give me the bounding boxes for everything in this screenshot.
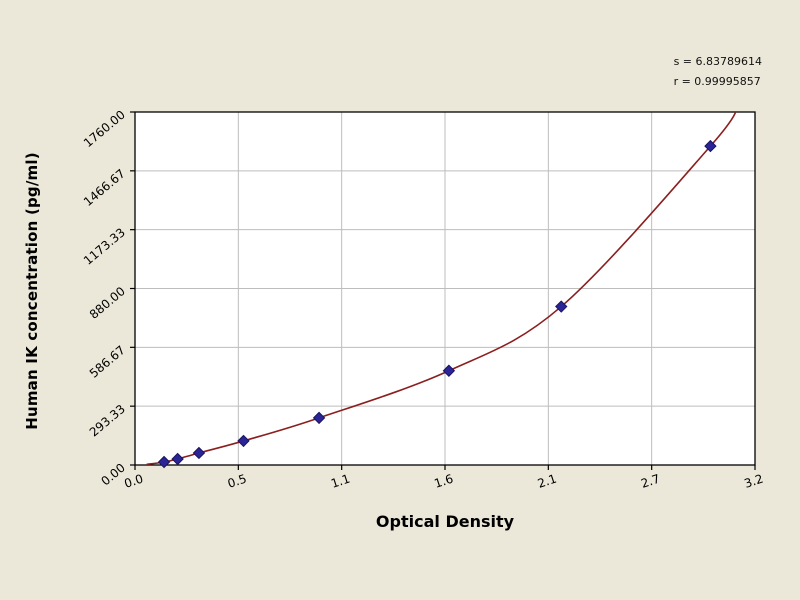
- data-point-marker: [555, 300, 568, 313]
- x-axis-title: Optical Density: [375, 512, 515, 531]
- fit-stat-r: r = 0.99995857: [673, 75, 761, 88]
- data-point-marker: [237, 434, 250, 448]
- x-tick-label: 0.5: [226, 472, 248, 491]
- data-point-marker: [704, 139, 717, 153]
- x-tick-label: 0.0: [123, 472, 145, 491]
- data-point-marker: [312, 411, 326, 425]
- y-tick-label: 1173.33: [81, 225, 128, 268]
- x-tick-label: 2.1: [536, 472, 558, 491]
- y-tick-label: 0.00: [98, 461, 127, 489]
- x-tick-label: 3.2: [743, 472, 765, 491]
- data-point-marker: [192, 446, 206, 460]
- fit-stat-s: s = 6.83789614: [673, 55, 762, 68]
- data-point-marker: [442, 364, 456, 377]
- y-tick-label: 1760.00: [81, 108, 128, 151]
- y-tick-label: 586.67: [87, 343, 128, 381]
- y-tick-label: 880.00: [87, 284, 128, 322]
- x-tick-label: 1.6: [433, 472, 455, 491]
- y-tick-label: 1466.67: [81, 166, 128, 209]
- data-point-marker: [171, 452, 184, 466]
- fit-statistics: s = 6.83789614 r = 0.99995857: [674, 52, 762, 92]
- y-tick-label: 293.33: [87, 402, 128, 440]
- data-point-marker: [157, 455, 171, 469]
- x-tick-label: 1.1: [329, 472, 351, 491]
- x-tick-label: 2.7: [639, 472, 661, 491]
